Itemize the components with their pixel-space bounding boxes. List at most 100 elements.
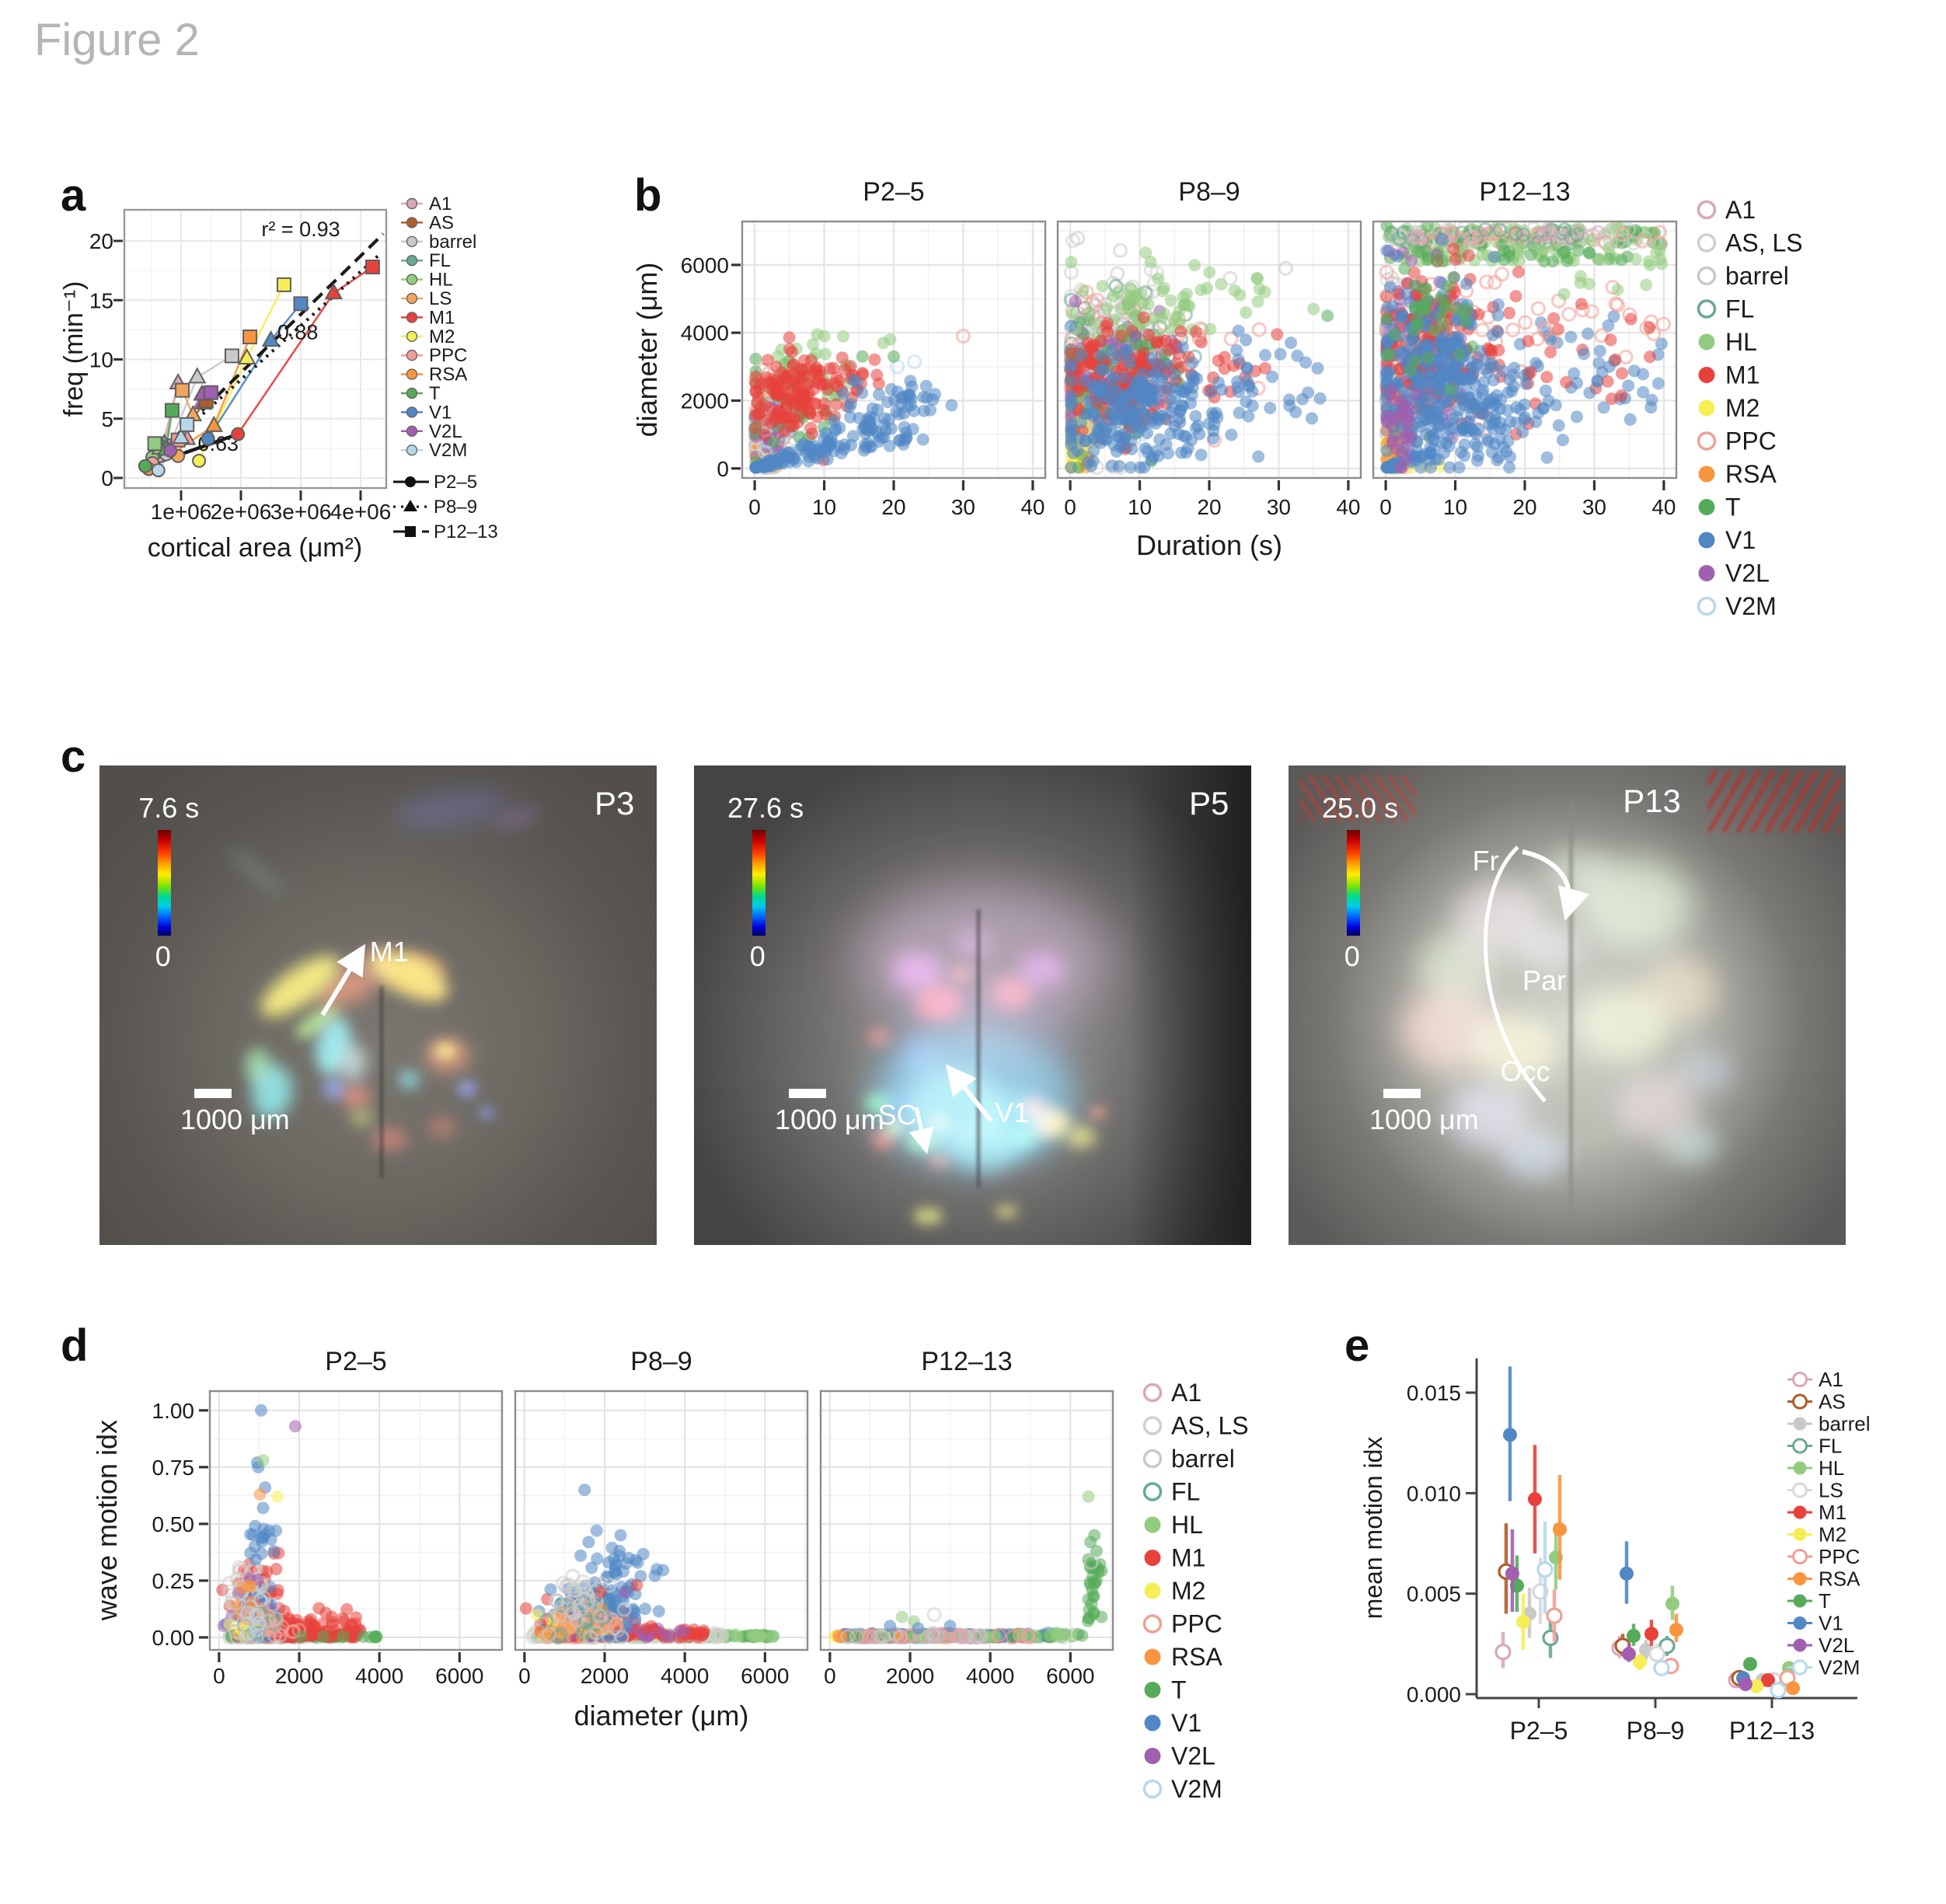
scatter-points [748,328,971,476]
y-tick-label: 15 [89,288,113,312]
age-label: P13 [1623,782,1681,819]
y-tick-label: 0 [101,466,113,490]
legend-label: barrel [1171,1445,1235,1473]
time-scale-zero: 0 [1344,940,1360,973]
legend-label: P8–9 [434,497,477,518]
facet-title: P8–9 [630,1347,692,1376]
photo-P5: 27.6 s 0 P5 1000 μm V1 SC [694,765,1251,1245]
legend-label: RSA [1725,460,1777,488]
time-colorbar [158,830,172,936]
legend-label: FL [1819,1435,1842,1458]
scatter-points [828,1490,1108,1645]
legend-label: V2L [429,421,462,442]
x-axis-title: Duration (s) [1136,529,1282,561]
legend-label: M1 [1819,1501,1847,1524]
annotation-arrows-P5 [908,1064,993,1154]
y-axis-title: wave motion idx [91,1420,123,1621]
x-tick-label: 30 [1582,495,1606,519]
x-tick-label: 2000 [886,1664,934,1688]
facet-title: P8–9 [1178,177,1240,207]
fit-label: 0.63 [197,432,239,455]
x-tick-label: 3e+06 [270,500,332,524]
y-tick-label: 20 [89,229,113,253]
region-label-m1: M1 [369,936,409,968]
x-axis-title: diameter (μm) [574,1700,749,1731]
gridlines [742,221,1045,478]
x-tick-label: 40 [1020,495,1044,519]
y-axis-title: diameter (μm) [631,263,663,438]
x-tick-label: 2000 [275,1664,323,1688]
time-scale-max: 7.6 s [138,791,200,824]
region-label-sc: SC [877,1098,917,1131]
legend-label: PPC [1171,1610,1222,1638]
x-tick-label: 4e+06 [330,500,392,524]
time-colorbar [1347,830,1361,936]
legend-label: barrel [1725,262,1789,290]
panel-label-c: c [61,731,86,782]
x-tick-label: 30 [951,495,975,519]
gridlines [1373,221,1676,478]
x-tick-label: 4000 [355,1664,403,1688]
legend-label: P12–13 [434,521,498,542]
x-tick-label: 0 [748,495,761,519]
legend-label: HL [1819,1456,1844,1480]
x-tick-label: 10 [1128,495,1152,519]
x-tick-label: 4000 [966,1664,1014,1688]
m1-arrow [320,943,366,1017]
y-axis-title: mean motion idx [1359,1437,1387,1620]
legend-label: FL [1725,295,1754,323]
x-tick-label: 40 [1651,495,1676,519]
panel-e-chart: 0.000 0.005 0.010 0.015 P2–5 P8–9 P12–13 mean m… [1359,1358,1857,1745]
panel-label-d: d [61,1320,89,1371]
x-tick-label: 0 [518,1664,531,1688]
facet-title: P2–5 [325,1347,386,1376]
legend-label: M2 [1171,1577,1205,1605]
legend-label: V1 [1171,1709,1201,1737]
x-tick-label: 6000 [1046,1664,1094,1688]
legend-label: V2L [1725,560,1770,588]
x-tick-label: 0 [1379,495,1392,519]
annotation-arrows-P13 [1483,846,1590,1103]
scale-bar-label: 1000 μm [180,1103,290,1135]
panel-d-chart: P2–5 0 2000 4000 6000 0.00 0.25 0.50 0.75 1.00 P8–… [91,1347,1114,1731]
x-tick-label: P12–13 [1729,1717,1815,1745]
scale-bar [788,1089,826,1099]
x-tick-label: 10 [1443,495,1467,519]
age-label: P3 [594,784,635,821]
legend-label: V1 [429,402,452,423]
region-label-v1: V1 [995,1096,1030,1128]
legend-label: A1 [1171,1379,1201,1407]
facet-title: P2–5 [863,177,924,207]
legend-label: V2M [1819,1656,1860,1679]
figure-title: Figure 2 [34,15,200,65]
legend-label: V2M [1171,1775,1222,1803]
x-tick-label: 6000 [435,1664,483,1688]
legend-label: FL [429,250,451,271]
legend-label: M2 [1725,394,1759,422]
fit-label: 0.88 [277,321,319,344]
legend-label: LS [429,288,452,309]
legend-label: P2–5 [434,472,477,493]
x-axis-title: cortical area (μm²) [148,533,363,563]
y-tick-label: 0 [717,457,729,481]
y-tick-label: 0.000 [1407,1683,1461,1707]
time-scale-zero: 0 [749,940,765,973]
legend-label: RSA [429,364,467,385]
x-tick-label: P8–9 [1627,1717,1685,1745]
panel-label-a: a [61,170,86,221]
photo-P13: 25.0 s 0 P13 1000 μm Fr Par Occ [1289,765,1846,1245]
gridlines [515,1391,807,1650]
legend-label: V1 [1819,1612,1843,1635]
y-tick-label: 0.25 [152,1569,195,1593]
legend-label: barrel [429,232,476,253]
x-tick-label: 20 [1197,495,1221,519]
scale-bar-label: 1000 μm [1369,1103,1479,1135]
y-tick-label: 2000 [681,389,729,413]
legend-label: M1 [1725,361,1759,389]
y-tick-label: 0.50 [152,1512,195,1536]
photo-P3: 7.6 s 0 P3 1000 μm M1 [99,765,657,1245]
scatter-points [216,1404,383,1645]
legend-label: M1 [1171,1544,1205,1572]
y-tick-label: 0.015 [1407,1381,1461,1405]
